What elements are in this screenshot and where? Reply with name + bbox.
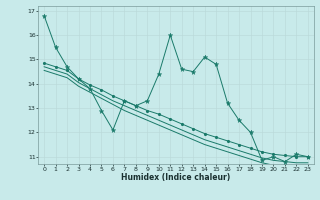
X-axis label: Humidex (Indice chaleur): Humidex (Indice chaleur)	[121, 173, 231, 182]
